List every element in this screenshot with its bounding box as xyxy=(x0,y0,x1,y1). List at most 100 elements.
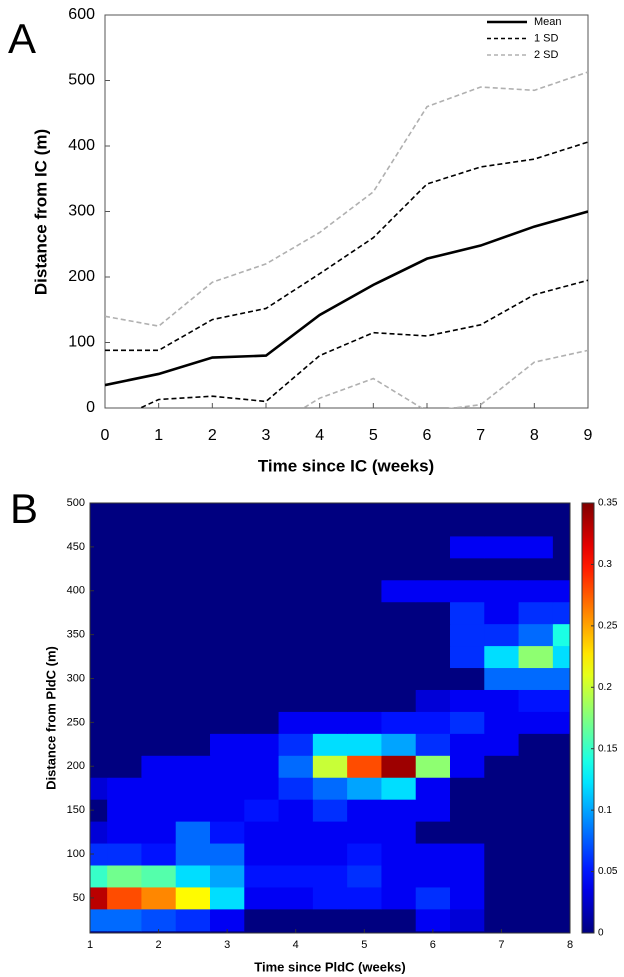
heatmap-cell xyxy=(278,864,314,888)
x-tick-label: 3 xyxy=(262,427,271,444)
heatmap-cell xyxy=(518,579,554,603)
heatmap-cell xyxy=(175,513,211,537)
heatmap-cell xyxy=(107,843,142,866)
heatmap-cell xyxy=(244,579,280,603)
heatmap-cell xyxy=(141,557,177,581)
heatmap xyxy=(90,513,570,932)
heatmap-cell xyxy=(210,886,245,910)
heatmap-cell xyxy=(175,645,211,669)
heatmap-cell xyxy=(278,843,314,866)
heatmap-cell xyxy=(552,645,570,669)
heatmap-cell xyxy=(415,513,451,537)
x-tick-label: 5 xyxy=(361,939,367,951)
y-tick-label: 350 xyxy=(67,629,85,641)
heatmap-cell xyxy=(141,667,177,690)
heatmap-cell xyxy=(484,535,520,559)
heatmap-cell xyxy=(175,733,211,756)
heatmap-cell xyxy=(175,667,211,690)
heatmap-cell xyxy=(484,667,520,690)
heatmap-cell xyxy=(484,799,520,822)
heatmap-cell xyxy=(450,843,485,866)
heatmap-cell xyxy=(107,557,142,581)
heatmap-cell xyxy=(381,513,417,537)
heatmap-cell xyxy=(175,579,211,603)
heatmap-cell xyxy=(484,513,520,537)
series-line xyxy=(105,210,588,387)
y-tick-label: 50 xyxy=(73,892,85,904)
heatmap-cell xyxy=(415,557,451,581)
heatmap-cell xyxy=(278,535,314,559)
heatmap-cell xyxy=(415,843,451,866)
heatmap-cell xyxy=(484,821,520,844)
heatmap-cell xyxy=(107,777,142,800)
heatmap-cell xyxy=(450,821,485,844)
heatmap-cell xyxy=(107,535,142,559)
heatmap-cell xyxy=(415,777,451,800)
heatmap-cell xyxy=(518,777,554,800)
heatmap-cell xyxy=(107,513,142,537)
heatmap-cell xyxy=(175,755,211,778)
heatmap-cell xyxy=(552,667,570,690)
heatmap-cell xyxy=(90,513,108,537)
x-tick-label: 0 xyxy=(101,427,110,444)
heatmap-cell xyxy=(518,711,554,734)
heatmap-cell xyxy=(244,667,280,690)
heatmap-cell xyxy=(450,645,485,669)
heatmap-cell xyxy=(175,843,211,866)
colorbar-tick-label: 0.1 xyxy=(598,805,612,816)
heatmap-cell xyxy=(450,601,485,625)
heatmap-cell xyxy=(210,557,245,581)
series-line xyxy=(302,349,588,408)
heatmap-cell xyxy=(381,645,417,669)
heatmap-cell xyxy=(381,777,417,800)
heatmap-cell xyxy=(244,886,280,910)
heatmap-cell xyxy=(518,535,554,559)
heatmap-cell xyxy=(278,777,314,800)
heatmap-cell xyxy=(415,755,451,778)
heatmap-cell xyxy=(347,601,382,625)
heatmap-cell xyxy=(518,843,554,866)
heatmap-cell xyxy=(278,821,314,844)
y-tick-label: 100 xyxy=(68,334,95,351)
heatmap-cell xyxy=(381,667,417,690)
heatmap-cell xyxy=(415,733,451,756)
y-tick-label: 250 xyxy=(67,716,85,728)
heatmap-cell xyxy=(381,689,417,712)
y-axis-title: Distance from IC (m) xyxy=(31,129,50,295)
heatmap-cell xyxy=(244,755,280,778)
x-tick-label: 1 xyxy=(87,939,93,951)
y-tick-label: 600 xyxy=(68,6,95,23)
heatmap-cell xyxy=(347,689,382,712)
heatmap-cell xyxy=(518,733,554,756)
colorbar-tick-label: 0.25 xyxy=(598,620,618,631)
heatmap-cell xyxy=(552,623,570,647)
x-tick-label: 3 xyxy=(224,939,230,951)
heatmap-cell xyxy=(244,711,280,734)
y-tick-label: 500 xyxy=(67,497,85,509)
heatmap-cell xyxy=(450,535,485,559)
x-tick-label: 7 xyxy=(498,939,504,951)
heatmap-cell xyxy=(312,733,348,756)
heatmap-cell xyxy=(381,908,417,932)
heatmap-cell xyxy=(450,864,485,888)
series-line xyxy=(105,71,588,327)
heatmap-cell xyxy=(244,908,280,932)
heatmap-cell xyxy=(90,908,108,932)
heatmap-cell xyxy=(518,623,554,647)
heatmap-cell xyxy=(484,864,520,888)
heatmap-cell xyxy=(210,733,245,756)
heatmap-cell xyxy=(381,799,417,822)
colorbar-tick-label: 0.35 xyxy=(598,498,618,509)
heatmap-cell xyxy=(141,513,177,537)
x-tick-label: 7 xyxy=(476,427,485,444)
heatmap-cell xyxy=(141,623,177,647)
heatmap-cell xyxy=(450,513,485,537)
heatmap-cell xyxy=(381,886,417,910)
x-axis-title: Time since IC (weeks) xyxy=(258,456,434,475)
x-tick-label: 6 xyxy=(430,939,436,951)
heatmap-cell xyxy=(90,755,108,778)
heatmap-cell xyxy=(415,711,451,734)
heatmap-cell xyxy=(415,601,451,625)
heatmap-cell xyxy=(518,601,554,625)
heatmap-cell xyxy=(552,557,570,581)
